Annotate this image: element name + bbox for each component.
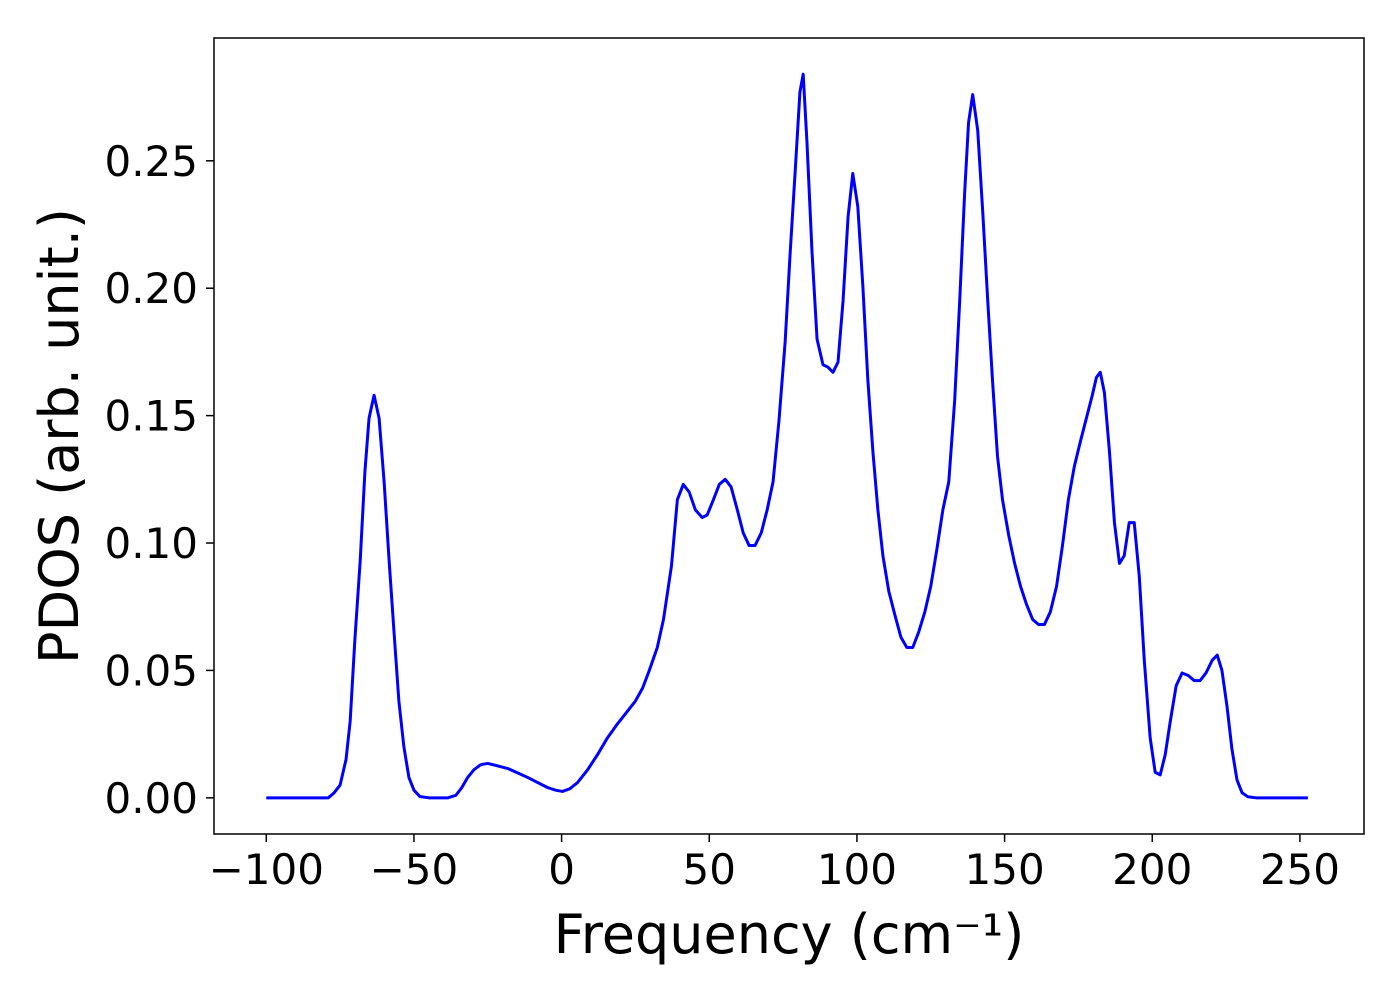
y-tick-label: 0.20 bbox=[104, 264, 198, 313]
y-tick-label: 0.00 bbox=[104, 774, 198, 823]
axes-frame bbox=[213, 37, 1365, 835]
x-axis-label: Frequency (cm⁻¹) bbox=[554, 903, 1025, 966]
y-tick-label: 0.15 bbox=[104, 392, 198, 441]
x-tick-label: −100 bbox=[209, 845, 324, 894]
y-axis-label: PDOS (arb. unit.) bbox=[28, 208, 91, 664]
y-tick-label: 0.10 bbox=[104, 519, 198, 568]
x-tick-label: −50 bbox=[370, 845, 459, 894]
x-tick-label: 0 bbox=[548, 845, 575, 894]
data-line bbox=[266, 72, 1308, 800]
y-tick-label: 0.05 bbox=[104, 646, 198, 695]
x-tick-label: 100 bbox=[817, 845, 897, 894]
y-tick-label: 0.25 bbox=[104, 137, 198, 186]
x-tick-label: 150 bbox=[965, 845, 1045, 894]
x-tick-label: 250 bbox=[1260, 845, 1340, 894]
x-tick-label: 200 bbox=[1112, 845, 1192, 894]
x-tick-label: 50 bbox=[683, 845, 736, 894]
